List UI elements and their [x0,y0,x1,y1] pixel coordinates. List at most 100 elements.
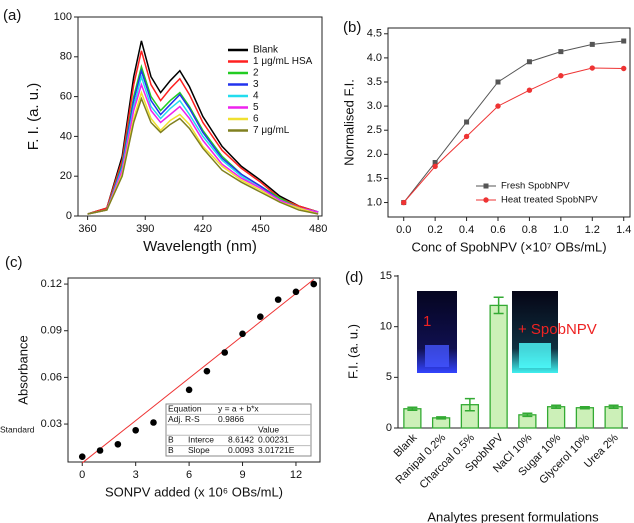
point [221,349,229,356]
y-tick-label: 1.0 [367,196,382,208]
table-cell: B [168,435,174,445]
y-axis-title: Absorbance [15,335,30,404]
y-tick-label: 4.5 [367,28,382,40]
error-bar [551,404,562,409]
y-tick-label: 0 [66,210,72,222]
x-tick-label: 420 [194,223,212,235]
bar [489,304,508,429]
marker [495,103,501,109]
legend-label: 3 [253,79,259,90]
table-cell: Value [258,424,279,434]
bar [604,406,623,429]
point [185,386,193,394]
x-tick-label: 6 [186,469,192,481]
y-tick-label: 4.0 [367,52,382,64]
inset-label: 1 [423,313,431,330]
series-line [87,82,319,215]
table-cell: B [168,445,174,455]
x-tick-label: 9 [239,469,245,481]
y-tick-label: 0.03 [41,418,62,430]
legend-label: Blank [253,45,279,56]
point [292,288,300,296]
table-cell: Standard [0,424,35,434]
point [150,419,157,426]
series-line [87,96,319,215]
legend-label: 4 [253,91,259,102]
inset-label: + SpobNPV [518,321,597,338]
error-bar [522,412,533,418]
error-bar [464,397,475,412]
y-tick-label: 0.06 [41,371,62,383]
point [114,440,122,448]
bar [403,408,422,429]
legend-label: 5 [253,102,259,113]
x-tick-label: 0.4 [459,224,474,236]
marker [463,133,470,140]
y-tick-label: 2.5 [367,124,382,136]
x-tick-label: 390 [136,223,154,235]
y-tick-label: 2.0 [367,148,382,160]
marker [401,199,407,206]
y-tick-label: 10 [380,321,392,333]
x-tick-label: 360 [78,223,96,235]
fit-line [81,279,315,464]
x-tick-label: 12 [290,469,302,481]
x-axis-title: Analytes present formulations [427,509,599,523]
marker [558,49,564,55]
y-tick-label: 0.09 [41,325,62,337]
marker [526,59,532,65]
legend-label: 2 [253,68,259,79]
y-tick-label: 20 [60,170,72,182]
panel-label: (d) [345,269,363,286]
marker [621,65,627,72]
marker [621,38,627,44]
point [96,447,104,454]
y-axis-title: F. I. (a. u.) [25,83,42,151]
x-tick-label: 0.0 [396,224,411,236]
bar [546,406,566,429]
bar [575,407,595,429]
x-tick-label: 1.2 [585,224,600,236]
y-tick-label: 1.5 [367,172,382,184]
error-bar [579,405,590,410]
point [310,280,318,288]
y-axis-title: Normalised F.I. [341,79,356,166]
marker [558,73,564,79]
y-tick-label: 60 [60,91,72,103]
legend-label: 7 μg/mL [253,125,290,136]
table-cell: Interce [188,435,214,445]
x-tick-label: 1.0 [553,224,568,236]
panel-label: (c) [5,254,23,271]
fit-table [165,403,312,457]
marker [464,119,470,125]
point [257,313,264,321]
x-tick-label: 0.2 [427,224,442,236]
marker [589,41,595,47]
table-cell: 0.0093 [228,445,254,455]
plot-frame [387,27,631,218]
y-tick-label: 15 [380,270,392,282]
marker [526,87,533,93]
x-tick-label: 0 [79,469,85,481]
plot-frame [67,277,321,463]
x-axis-title: SONPV added (x 10⁶ OBs/mL) [105,484,283,499]
legend-marker [483,183,489,189]
series-line [87,68,319,215]
x-tick-label: 1.4 [616,224,631,236]
x-axis-title: Conc of SpobNPV (×10⁷ OBs/mL) [411,239,606,254]
table-cell: Slope [188,445,210,455]
legend-label: Fresh SpobNPV [501,181,570,192]
x-tick-label: 0.6 [490,224,505,236]
error-bar [608,404,619,409]
y-tick-label: 80 [60,51,72,63]
y-tick-label: 3.5 [367,76,382,88]
y-tick-label: 5 [386,371,392,383]
x-tick-label: 0.8 [522,224,537,236]
y-tick-label: 0.12 [41,278,62,290]
y-tick-label: 0 [386,422,392,434]
x-tick-label: 480 [309,223,327,235]
table-cell: y = a + b*x [218,403,259,413]
table-cell: 0.00231 [258,435,289,445]
table-cell: 0.9866 [218,414,244,424]
